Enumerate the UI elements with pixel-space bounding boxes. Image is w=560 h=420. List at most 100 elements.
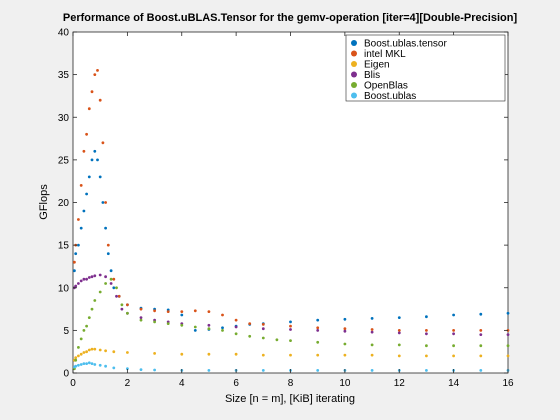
data-point [343, 353, 347, 357]
data-point [106, 252, 110, 256]
data-point [96, 158, 99, 162]
data-point [234, 332, 238, 336]
data-point [85, 350, 88, 354]
data-point [77, 354, 80, 358]
legend-label: Boost.ublas [364, 91, 416, 102]
data-point [82, 209, 86, 213]
data-point [452, 344, 455, 348]
data-point [479, 344, 483, 348]
data-point [261, 323, 265, 326]
data-point [221, 326, 224, 330]
data-point [104, 275, 107, 279]
data-point [479, 369, 483, 372]
data-point [98, 363, 102, 367]
series-eigen [73, 347, 510, 362]
series-blis [73, 273, 510, 336]
data-point [316, 326, 320, 330]
data-point [261, 353, 265, 357]
series-openblas [73, 277, 510, 371]
data-point [207, 310, 211, 313]
legend-marker [351, 82, 357, 88]
data-point [87, 361, 91, 365]
data-point [85, 324, 88, 328]
data-point [79, 337, 83, 341]
data-point [452, 354, 455, 358]
data-point [90, 307, 94, 311]
data-point [139, 316, 143, 319]
data-point [452, 329, 455, 332]
data-point [207, 352, 211, 356]
data-point [104, 282, 107, 285]
data-point [104, 201, 107, 204]
data-point [90, 275, 94, 279]
data-point [370, 328, 374, 331]
data-point [343, 329, 347, 333]
data-point [85, 277, 88, 281]
data-point [397, 316, 401, 319]
x-tick-label: 14 [448, 378, 460, 389]
data-point [397, 354, 401, 358]
data-point [93, 274, 97, 278]
data-point [316, 329, 320, 332]
y-tick-label: 35 [58, 70, 70, 81]
data-point [77, 243, 80, 247]
chart-title: Performance of Boost.uBLAS.Tensor for th… [63, 12, 518, 24]
data-point [126, 303, 129, 307]
data-point [289, 328, 292, 331]
data-point [193, 325, 197, 329]
data-point [425, 332, 428, 336]
data-point [180, 310, 184, 313]
data-point [425, 344, 428, 348]
data-point [77, 363, 80, 367]
data-point [87, 175, 91, 179]
data-point [82, 149, 86, 153]
legend-marker [351, 92, 357, 99]
data-point [180, 313, 184, 317]
data-point [316, 369, 320, 372]
data-point [289, 320, 292, 324]
data-point [343, 342, 347, 346]
data-point [104, 349, 107, 353]
x-tick-label: 2 [125, 378, 131, 389]
data-point [221, 329, 224, 332]
data-point [82, 351, 86, 354]
data-point [104, 364, 107, 368]
data-point [85, 192, 88, 196]
data-point [153, 309, 157, 313]
data-point [207, 369, 211, 372]
data-point [98, 98, 102, 102]
data-point [101, 201, 105, 204]
data-point [425, 329, 428, 332]
data-point [79, 352, 83, 356]
data-point [316, 318, 320, 322]
data-point [112, 286, 116, 290]
data-point [275, 338, 279, 342]
x-tick-label: 0 [70, 378, 76, 389]
x-axis-label: Size [n = m], [KiB] iterating [225, 393, 355, 405]
data-point [289, 353, 292, 357]
data-point [87, 316, 91, 319]
data-point [370, 330, 374, 334]
data-point [479, 312, 483, 316]
data-point [109, 277, 113, 281]
data-point [120, 303, 124, 307]
data-point [112, 277, 116, 281]
data-point [120, 307, 124, 311]
legend-marker [351, 50, 357, 57]
data-point [106, 243, 110, 247]
data-point [74, 358, 78, 362]
data-point [370, 343, 374, 347]
data-point [93, 299, 97, 302]
data-point [90, 347, 94, 351]
data-point [316, 353, 320, 357]
data-point [85, 362, 88, 365]
data-point [96, 69, 99, 72]
data-point [479, 329, 483, 332]
legend-label: Blis [364, 70, 380, 81]
data-point [397, 329, 401, 332]
data-point [79, 279, 83, 283]
ticks-layer: 0 2 4 6 8 10 12 14 16 0 5 10 15 20 25 30 35 40 [58, 28, 514, 390]
y-tick-label: 0 [63, 369, 69, 380]
data-point [101, 141, 105, 145]
